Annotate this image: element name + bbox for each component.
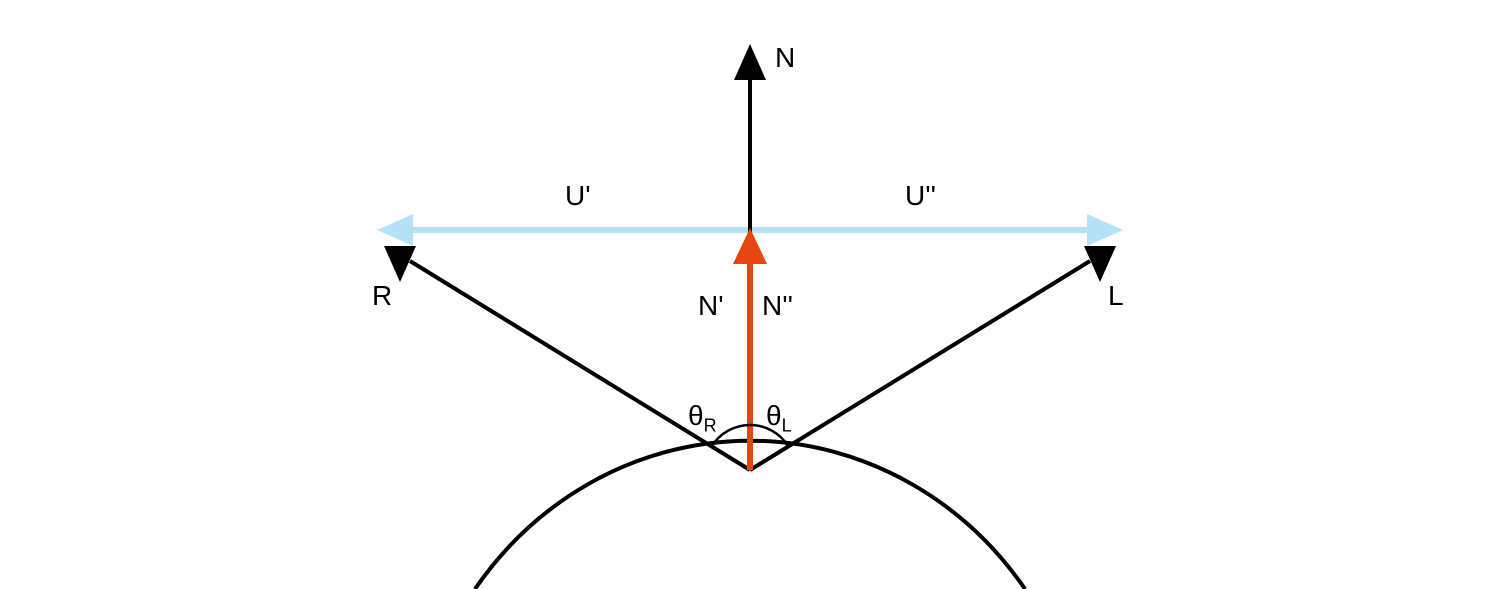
- theta-l-main: θ: [766, 400, 782, 431]
- theta-l-sub: L: [782, 416, 792, 436]
- vector-l: [750, 261, 1090, 470]
- label-n-prime: N': [698, 290, 724, 322]
- label-n: N: [775, 42, 795, 74]
- vector-diagram: [0, 0, 1500, 589]
- arrow-n-half: [733, 228, 767, 264]
- theta-r-sub: R: [704, 416, 717, 436]
- label-l: L: [1108, 280, 1124, 312]
- label-theta-r: θR: [688, 400, 717, 437]
- theta-r-main: θ: [688, 400, 704, 431]
- label-r: R: [372, 280, 392, 312]
- label-u-prime: U': [565, 180, 591, 212]
- arrow-u-left: [377, 214, 413, 246]
- arrow-u-right: [1087, 214, 1123, 246]
- arrow-n: [734, 44, 766, 80]
- label-n-dprime: N'': [762, 290, 793, 322]
- label-theta-l: θL: [766, 400, 792, 437]
- label-u-dprime: U'': [905, 180, 936, 212]
